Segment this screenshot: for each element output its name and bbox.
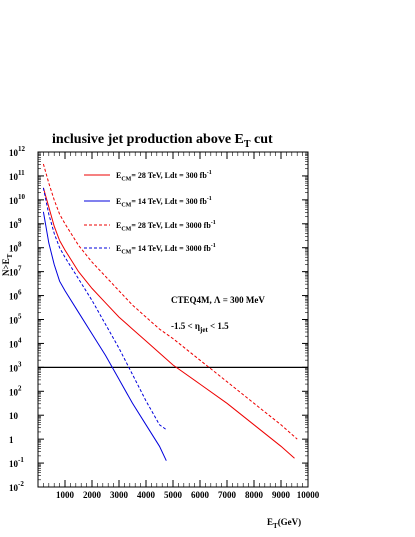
series-line-4 (42, 187, 167, 431)
y-tick-label: 1010 (9, 193, 26, 206)
y-tick-label: 104 (9, 336, 22, 349)
series-line-1 (42, 187, 295, 459)
legend-label: ECM= 14 TeV, Ldt = 3000 fb-1 (116, 243, 216, 256)
x-tick-label: 10000 (297, 490, 320, 500)
axis-ticks (37, 151, 309, 488)
y-tick-label: 1 (9, 435, 14, 445)
x-tick-label: 7000 (218, 490, 237, 500)
x-tick-label: 6000 (191, 490, 210, 500)
annotation-eta: -1.5 < ηjet < 1.5 (171, 321, 229, 334)
y-tick-label: 108 (9, 241, 22, 254)
x-tick-labels: 1000 2000 3000 4000 5000 6000 7000 8000 9000 1000… (56, 490, 320, 500)
x-tick-label: 2000 (83, 490, 102, 500)
x-tick-label: 1000 (56, 490, 75, 500)
annotation-pdf: CTEQ4M, Λ = 300 MeV (171, 295, 265, 305)
x-tick-label: 9000 (272, 490, 291, 500)
y-tick-label: 109 (9, 217, 22, 230)
legend-label: ECM= 28 TeV, Ldt = 3000 fb-1 (116, 220, 216, 233)
y-tick-label: 1012 (9, 145, 26, 158)
y-tick-label: 10-2 (9, 480, 24, 493)
legend-label: ECM= 28 TeV, Ldt = 300 fb-1 (116, 170, 212, 183)
series-line-2 (42, 211, 167, 461)
legend-label: ECM= 14 TeV, Ldt = 300 fb-1 (116, 196, 212, 209)
y-tick-label: 102 (9, 384, 22, 397)
legend: ECM= 28 TeV, Ldt = 300 fb-1 ECM= 14 TeV, … (84, 170, 216, 256)
y-tick-label: 103 (9, 360, 22, 373)
series-line-3 (42, 163, 298, 440)
x-tick-label: 5000 (164, 490, 183, 500)
x-tick-label: 4000 (137, 490, 156, 500)
y-tick-label: 106 (9, 289, 22, 302)
y-tick-labels: 1012101110101091081071061051041031021011… (9, 145, 26, 493)
x-tick-label: 8000 (245, 490, 264, 500)
y-tick-label: 10 (9, 411, 19, 421)
series-lines (42, 163, 298, 461)
y-tick-label: 105 (9, 313, 22, 326)
y-tick-label: 10-1 (9, 456, 24, 469)
y-axis-label: N>ET (1, 253, 14, 276)
chart-title: inclusive jet production above ET cut (52, 132, 273, 150)
y-tick-label: 1011 (9, 169, 25, 182)
y-tick-label: 107 (9, 265, 22, 278)
x-tick-label: 3000 (110, 490, 129, 500)
x-axis-label: ET(GeV) (267, 517, 301, 530)
